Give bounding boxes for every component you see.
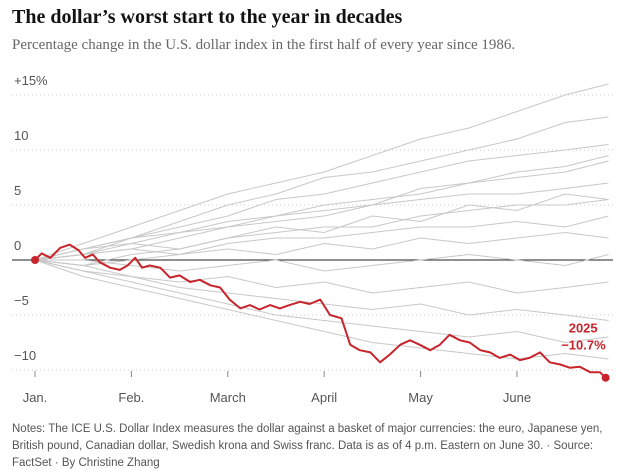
source: Source: FactSet [12, 440, 594, 469]
y-tick-label: +15% [14, 73, 48, 88]
x-tick-label: May [408, 390, 433, 405]
chart: +15% 10 5 0 −5 −10 Jan. Feb. March April May June 20… [12, 73, 613, 405]
y-tick-label: 5 [14, 183, 21, 198]
year-line [35, 254, 609, 272]
y-tick-label: 0 [14, 238, 21, 253]
x-tick-label: March [210, 390, 246, 405]
year-line [34, 155, 609, 261]
value-label: −10.7% [561, 338, 606, 353]
year-line [34, 193, 609, 261]
end-dot [601, 373, 610, 382]
credit: By Christine Zhang [61, 457, 160, 469]
year-line [34, 144, 609, 261]
y-tick-label: 10 [14, 128, 28, 143]
y-tick-label: −10 [14, 348, 36, 363]
highlight-line [34, 243, 607, 379]
x-tick-label: Feb. [118, 390, 144, 405]
year-line [34, 215, 609, 261]
year-line [34, 259, 609, 294]
x-tick-label: June [503, 390, 531, 405]
x-tick-label: Jan. [23, 390, 48, 405]
notes: Notes: The ICE U.S. Dollar Index measure… [12, 423, 603, 452]
start-dot [31, 256, 39, 264]
year-line [34, 116, 609, 261]
y-tick-label: −5 [14, 293, 29, 308]
chart-subtitle: Percentage change in the U.S. dollar ind… [12, 37, 516, 53]
chart-title: The dollar’s worst start to the year in … [12, 6, 403, 28]
notes-block: Notes: The ICE U.S. Dollar Index measure… [12, 423, 603, 469]
x-tick-label: April [311, 390, 337, 405]
series-label: 2025 [569, 321, 598, 336]
year-line [34, 232, 609, 266]
year-line [34, 199, 609, 266]
year-line [34, 259, 609, 343]
year-line [34, 83, 609, 261]
